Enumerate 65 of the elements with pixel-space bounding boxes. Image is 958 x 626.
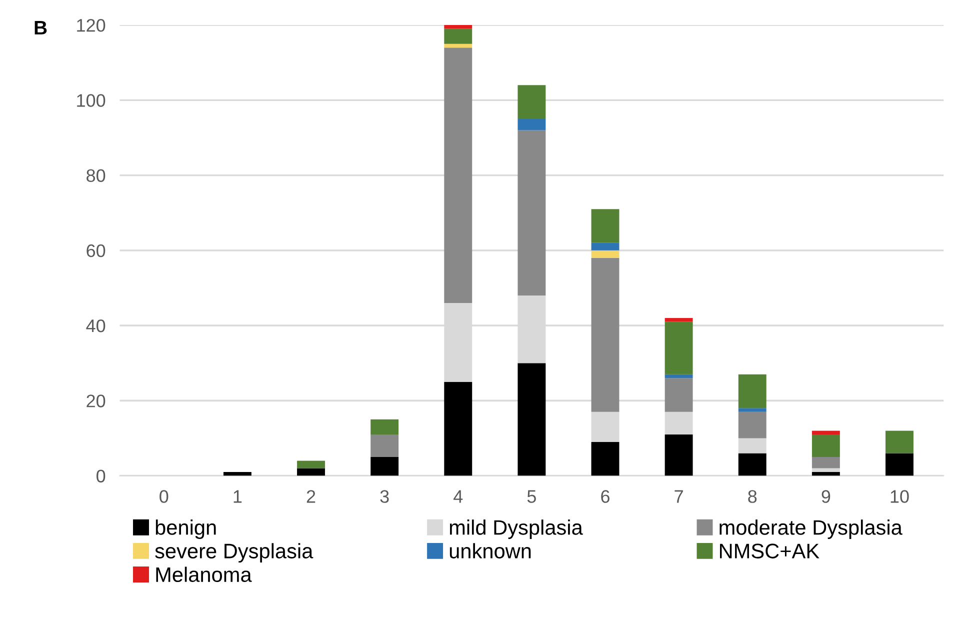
x-tick-label: 7 (674, 490, 683, 503)
bar (518, 85, 546, 119)
bar (591, 242, 620, 250)
bar (664, 322, 693, 374)
y-tick-label: 80 (86, 169, 106, 182)
bar (444, 44, 472, 48)
x-tick-label: 4 (454, 490, 463, 503)
x-tick-label: 5 (527, 490, 536, 503)
bar (370, 434, 399, 457)
chart-title: B (34, 21, 47, 34)
legend-label: unknown (450, 543, 531, 558)
bar (738, 374, 766, 408)
y-tick-label: 100 (77, 94, 106, 107)
bar (370, 456, 399, 476)
bar (812, 468, 840, 472)
bar (591, 412, 620, 442)
bar (297, 460, 325, 468)
bar (812, 430, 840, 434)
bar (444, 25, 472, 29)
bar (591, 258, 620, 412)
bar (591, 442, 620, 476)
x-tick-label: 6 (601, 490, 610, 503)
legend-label: Melanoma (156, 566, 252, 582)
bar (591, 209, 620, 243)
bar (664, 378, 693, 412)
y-tick-label: 40 (86, 319, 106, 332)
y-tick-label: 120 (77, 18, 106, 32)
bar (738, 453, 766, 476)
bar (297, 468, 325, 476)
y-tick-label: 20 (86, 394, 106, 408)
x-tick-label: 3 (380, 490, 389, 503)
bar (518, 118, 546, 130)
legend-label: NMSC+AK (720, 544, 820, 558)
bar (444, 382, 472, 476)
bar (223, 472, 252, 476)
bar (518, 130, 546, 296)
bar (812, 472, 840, 476)
legend-label: mild Dysplasia (450, 520, 583, 539)
x-tick-label: 9 (822, 490, 830, 503)
bar (664, 374, 693, 378)
x-tick-label: 2 (306, 490, 316, 503)
legend-label: benign (156, 520, 216, 539)
x-tick-label: 0 (160, 490, 168, 503)
bar (738, 438, 766, 454)
x-tick-label: 1 (234, 490, 242, 503)
bar (664, 318, 693, 322)
bar (812, 456, 840, 468)
x-tick-label: 8 (748, 490, 757, 503)
bar (886, 453, 914, 476)
bar (591, 250, 620, 258)
bar (886, 430, 914, 454)
bar (738, 408, 766, 412)
bar (664, 434, 693, 476)
y-tick-label: 60 (86, 244, 106, 258)
x-tick-label: 10 (890, 490, 909, 503)
bar (518, 363, 546, 476)
bar (444, 28, 472, 44)
bar (370, 419, 399, 434)
legend-label: severe Dysplasia (155, 543, 314, 563)
legend-label: moderate Dysplasia (720, 520, 902, 539)
bar (738, 412, 766, 438)
bar (812, 434, 840, 457)
bar (664, 412, 693, 434)
y-tick-label: 0 (96, 470, 106, 482)
bar (444, 48, 472, 303)
